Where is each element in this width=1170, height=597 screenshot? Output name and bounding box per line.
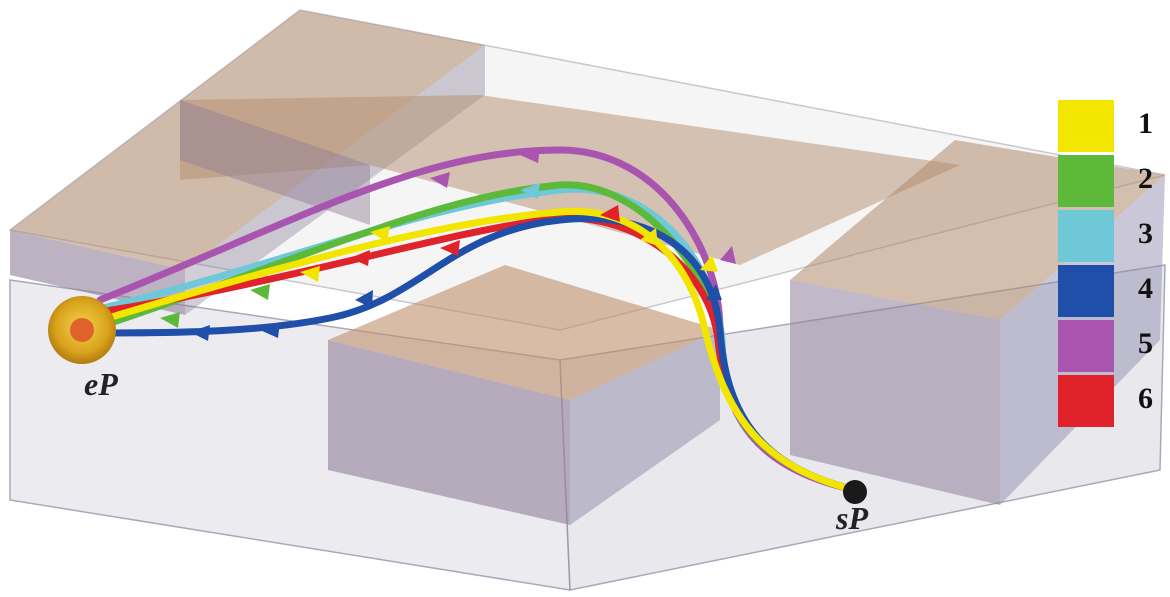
arrowhead bbox=[430, 172, 450, 188]
legend-swatch-6 bbox=[1058, 375, 1114, 427]
legend: 1 2 3 4 5 6 bbox=[1058, 97, 1162, 427]
arrowhead bbox=[520, 183, 540, 199]
legend-label-2: 2 bbox=[1138, 162, 1153, 195]
legend-label-6: 6 bbox=[1138, 382, 1153, 415]
legend-item-4: 4 bbox=[1058, 262, 1162, 317]
arrowhead bbox=[706, 284, 722, 300]
legend-swatch-5 bbox=[1058, 320, 1114, 372]
legend-label-5: 5 bbox=[1138, 327, 1153, 360]
arrowhead bbox=[300, 266, 320, 282]
arrowhead bbox=[160, 312, 180, 328]
trajectories bbox=[86, 146, 859, 494]
legend-swatch-4 bbox=[1058, 265, 1114, 317]
arrowhead bbox=[250, 284, 270, 300]
wall-front-middle bbox=[328, 265, 720, 525]
legend-swatch-1 bbox=[1058, 100, 1114, 152]
legend-item-2: 2 bbox=[1058, 152, 1162, 207]
arrowhead bbox=[440, 240, 460, 256]
start-point-label: sP bbox=[836, 500, 868, 536]
start-point-marker bbox=[843, 480, 867, 504]
legend-label-3: 3 bbox=[1138, 217, 1153, 250]
legend-item-3: 3 bbox=[1058, 207, 1162, 262]
legend-item-5: 5 bbox=[1058, 317, 1162, 372]
legend-item-1: 1 bbox=[1058, 97, 1162, 152]
legend-swatch-3 bbox=[1058, 210, 1114, 262]
arrowhead bbox=[190, 325, 210, 341]
trajectory-arrowheads bbox=[160, 147, 736, 341]
arrowhead bbox=[700, 255, 718, 272]
legend-label-1: 1 bbox=[1138, 107, 1153, 140]
wall-center-back bbox=[180, 95, 960, 265]
arrowhead bbox=[370, 226, 390, 242]
arrowhead bbox=[600, 205, 620, 222]
legend-item-6: 6 bbox=[1058, 372, 1162, 427]
arrowhead bbox=[350, 250, 370, 266]
trajectory-4 bbox=[96, 215, 859, 494]
arrowhead bbox=[720, 246, 736, 264]
end-point-label: eP bbox=[84, 366, 118, 402]
arrowhead bbox=[520, 147, 540, 163]
arrowhead bbox=[640, 228, 658, 246]
legend-swatch-2 bbox=[1058, 155, 1114, 207]
end-point-marker bbox=[48, 296, 116, 364]
arrowhead bbox=[355, 290, 373, 308]
legend-label-4: 4 bbox=[1138, 272, 1153, 305]
trajectory-1 bbox=[91, 207, 859, 494]
arrowhead bbox=[260, 322, 280, 338]
